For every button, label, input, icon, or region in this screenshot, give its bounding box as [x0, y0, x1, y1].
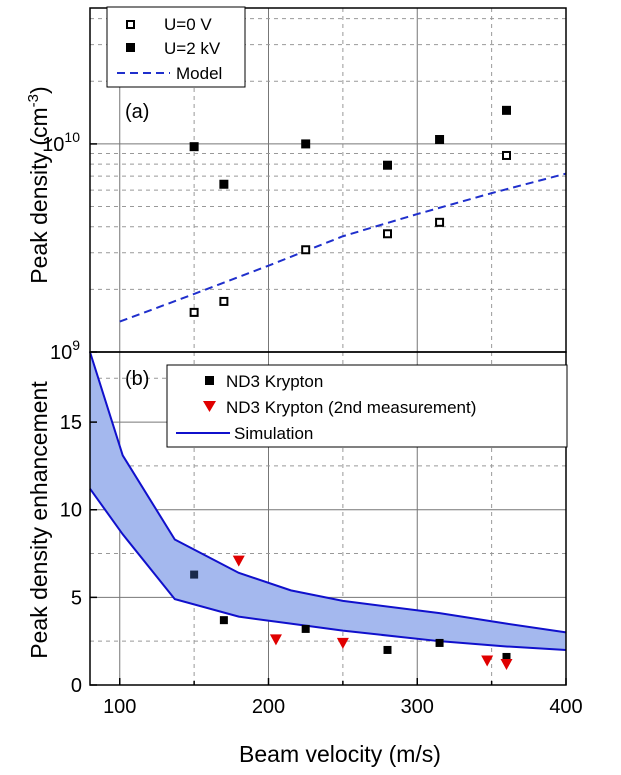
- point-nd3: [383, 645, 392, 654]
- point-nd3: [190, 570, 199, 579]
- panel-a-ylabel-main: Peak density (cm: [26, 107, 52, 283]
- legend-filled-square-marker-b: [205, 376, 214, 385]
- x-tick-label: 200: [252, 696, 285, 718]
- legend-label-u2kv: U=2 kV: [164, 39, 221, 58]
- point-nd3: [219, 616, 228, 625]
- point-nd3-2nd: [232, 555, 245, 567]
- y-tick-exponent: 9: [72, 337, 80, 353]
- panel-b-legend: ND3 Krypton ND3 Krypton (2nd measurement…: [166, 364, 568, 448]
- y-tick-base: 10: [50, 342, 72, 364]
- panel-b-ylabel: Peak density enhancement: [26, 381, 52, 659]
- point-nd3-2nd: [269, 634, 282, 646]
- point-u0: [435, 217, 445, 227]
- point-u0: [383, 229, 392, 239]
- point-nd3-2nd: [336, 637, 349, 649]
- panel-b-label: (b): [125, 368, 149, 390]
- y-tick-label: 15: [60, 412, 82, 434]
- y-tick-label-log: 1010: [42, 129, 80, 156]
- simulation-lower-line: [89, 488, 567, 651]
- point-nd3: [502, 652, 511, 661]
- legend-open-square-marker: [126, 20, 135, 29]
- y-tick-label: 0: [71, 675, 82, 697]
- point-nd3-2nd: [481, 655, 494, 667]
- panel-b-points: [190, 555, 513, 670]
- plot-frames: [89, 7, 567, 686]
- point-nd3-2nd: [500, 658, 513, 670]
- simulation-upper-line: [89, 351, 567, 634]
- model-line: [119, 172, 567, 323]
- legend-label-u0: U=0 V: [164, 15, 212, 34]
- point-u2kv: [301, 139, 311, 149]
- point-u2kv: [383, 160, 392, 170]
- point-u2kv: [502, 105, 511, 115]
- panel-a-ylabel: Peak density (cm-3): [25, 86, 52, 283]
- panel-b-frame: [89, 351, 567, 686]
- panel-b-simulation-band: [89, 351, 567, 651]
- point-u0: [189, 307, 199, 317]
- y-tick-label: 5: [71, 587, 82, 609]
- panel-a-points: [189, 105, 511, 317]
- legend-label-model: Model: [176, 64, 222, 83]
- point-u2kv: [189, 142, 199, 152]
- panel-a-model-line: [119, 172, 567, 323]
- y-tick-label: 10: [60, 500, 82, 522]
- x-tick-label: 100: [103, 696, 136, 718]
- point-u0: [301, 245, 311, 255]
- simulation-band-fill: [90, 352, 566, 650]
- y-tick-base: 10: [42, 134, 64, 156]
- panel-a-label: (a): [125, 101, 149, 123]
- point-u2kv: [435, 135, 445, 145]
- panel-b-xlabel: Beam velocity (m/s): [239, 741, 441, 767]
- point-u2kv: [219, 179, 229, 189]
- y-tick-exponent: 10: [64, 129, 80, 145]
- panel-b-legend-box: [166, 364, 568, 448]
- legend-label-simulation: Simulation: [234, 424, 313, 443]
- legend-label-nd3-2nd: ND3 Krypton (2nd measurement): [226, 398, 476, 417]
- x-tick-label: 300: [401, 696, 434, 718]
- panel-a-legend: U=0 V U=2 kV Model: [106, 6, 246, 88]
- panel-a-ylabel-close: ): [26, 86, 52, 94]
- x-tick-label: 400: [549, 696, 582, 718]
- panel-a-ylabel-sup: -3: [25, 94, 42, 107]
- point-nd3: [301, 624, 310, 633]
- point-u0: [502, 150, 511, 160]
- legend-filled-square-marker: [126, 43, 135, 52]
- legend-label-nd3: ND3 Krypton: [226, 372, 323, 391]
- point-u0: [219, 296, 229, 306]
- legend-triangle-marker: [203, 401, 216, 412]
- point-nd3: [435, 638, 444, 647]
- y-tick-label-log: 109: [50, 337, 80, 364]
